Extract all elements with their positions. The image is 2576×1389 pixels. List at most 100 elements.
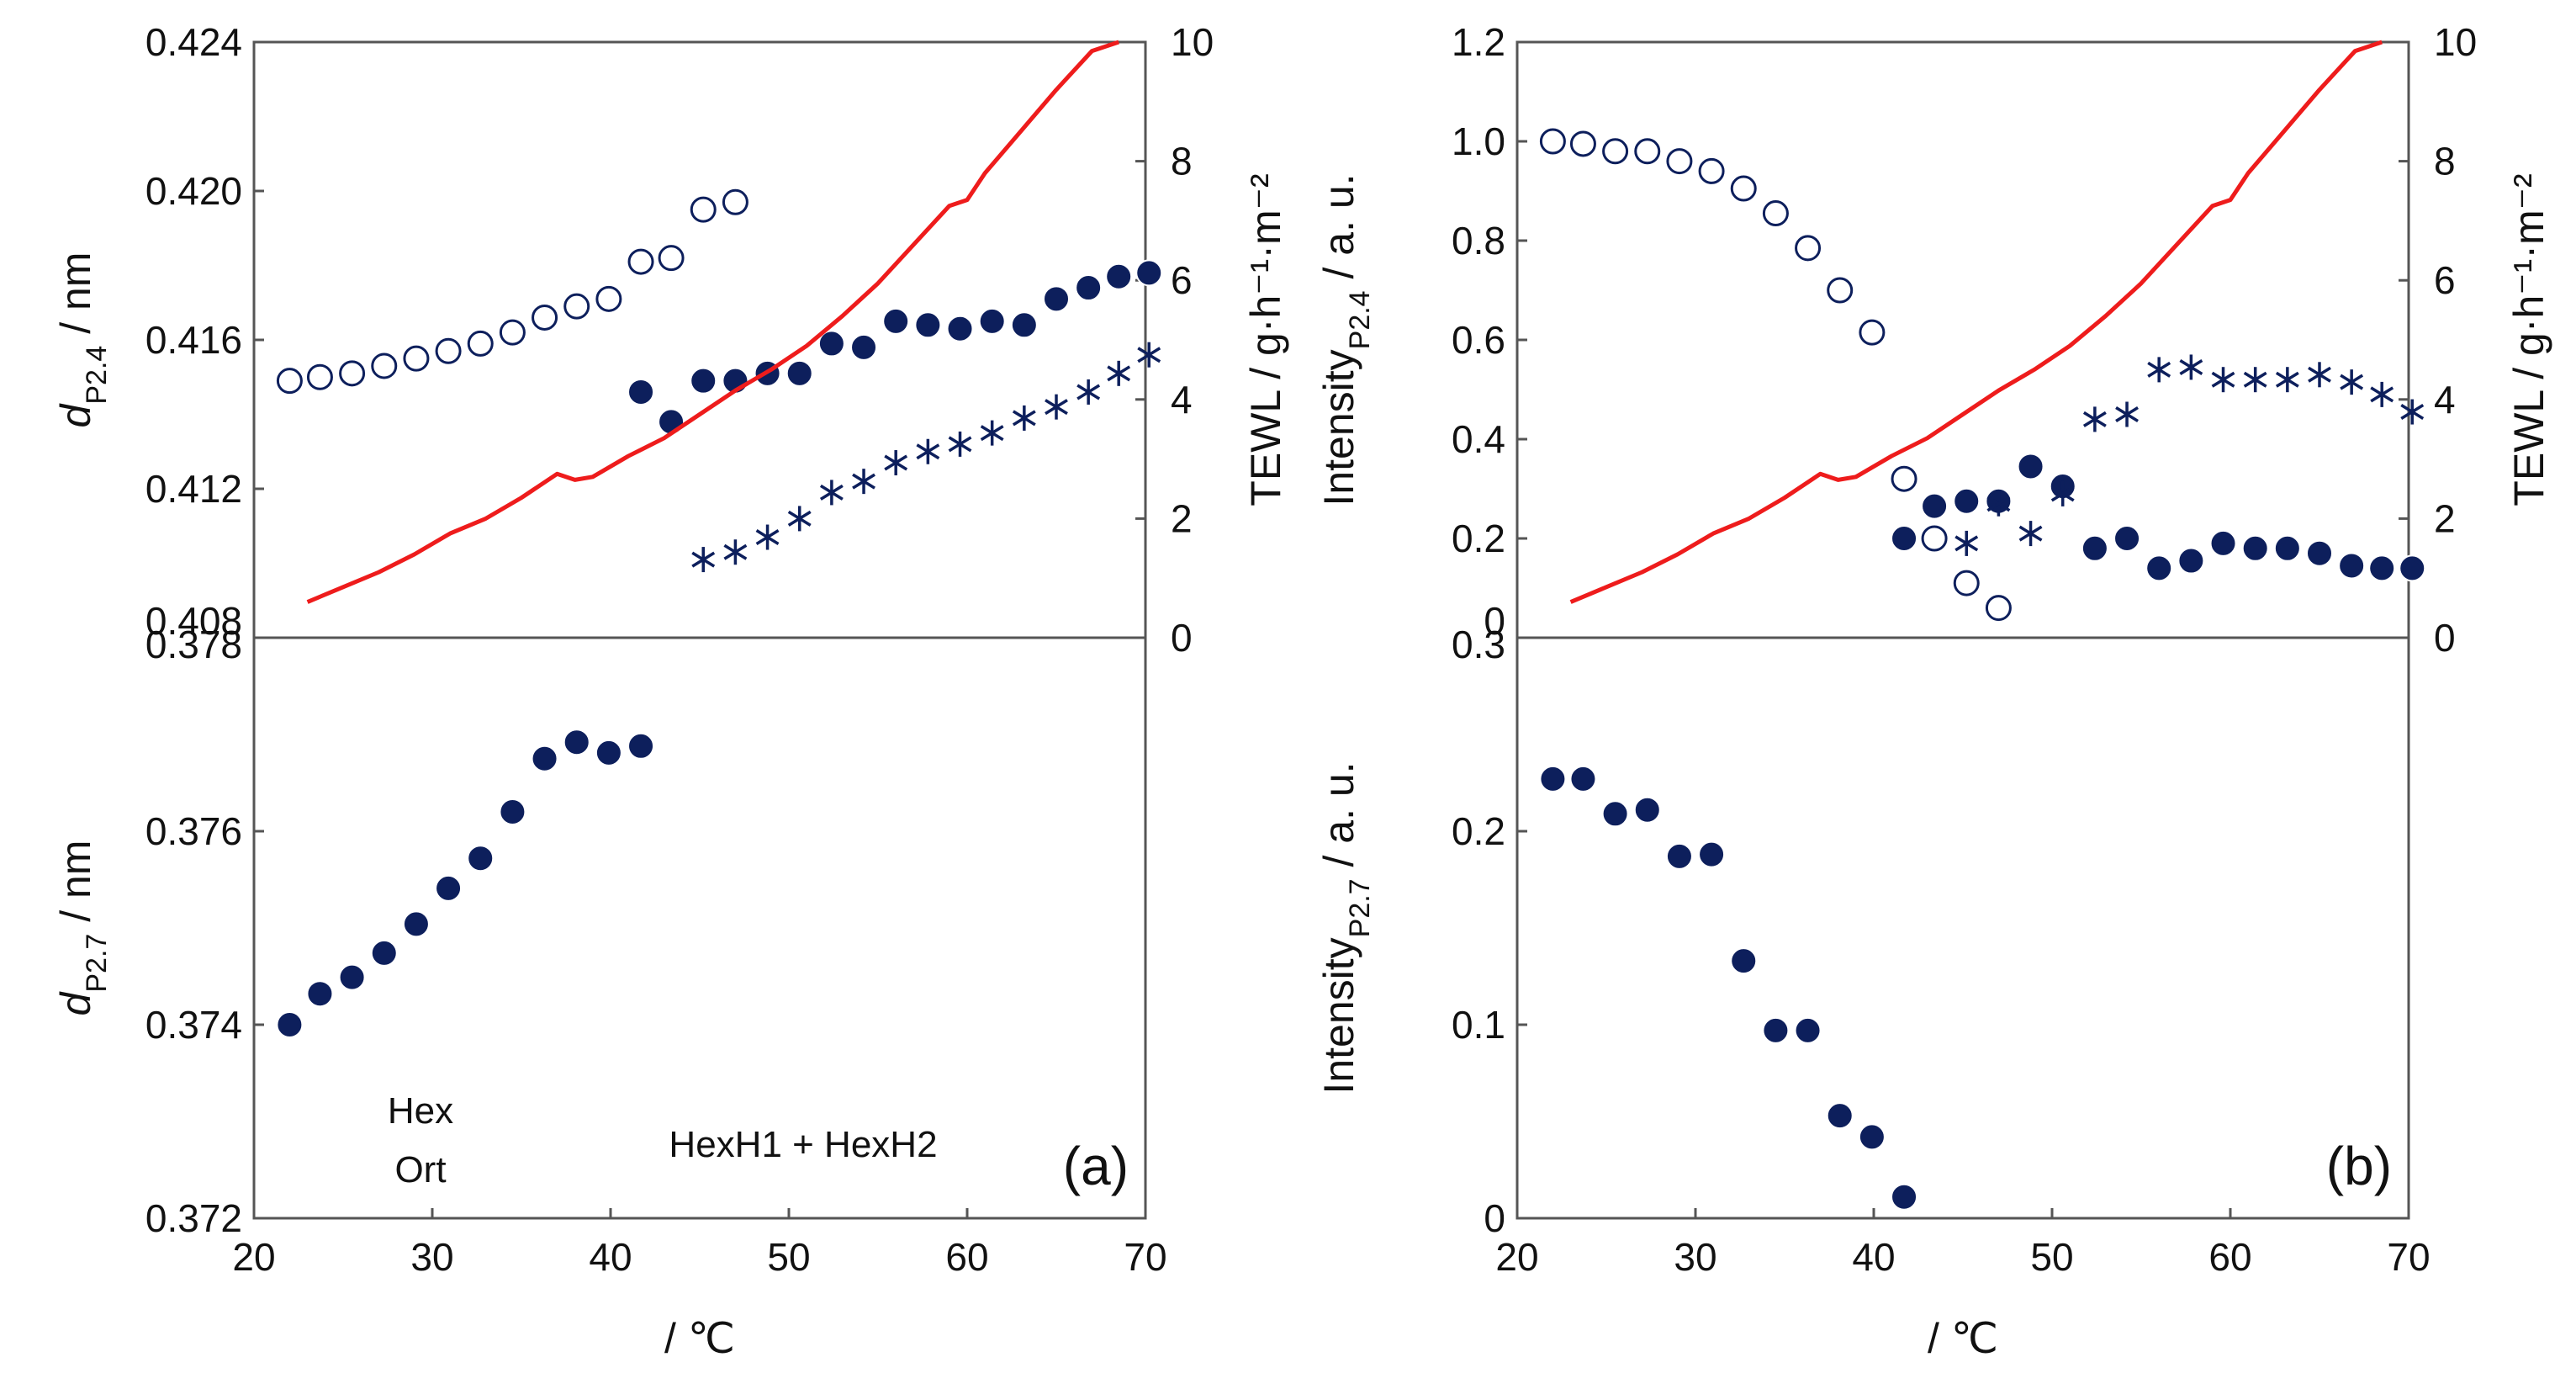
asterisk-stroke [2370,386,2394,403]
data-point-filled [1633,796,1661,824]
data-point-asterisk [852,469,875,495]
data-point-filled [1075,274,1103,302]
data-point-filled [2113,525,2141,552]
data-point-asterisk [2275,367,2299,393]
data-point-filled [1010,311,1038,339]
y-tick-label: 0.372 [145,1196,242,1240]
data-point-asterisk [755,524,780,550]
y2-tick-label: 10 [2434,20,2477,64]
y-tick-label: 0.1 [1452,1003,1505,1047]
tewl-line [1569,40,2383,604]
asterisk-stroke [2050,485,2075,502]
x-tick-label: 70 [2387,1235,2430,1279]
y-tick-label: 0.8 [1452,219,1505,262]
data-point-open [403,345,430,372]
data-point-filled [627,732,655,760]
y2-axis-label: TEWL / g·h⁻¹·m⁻² [1242,173,1289,506]
y-axis-label-main: d [52,990,99,1015]
annotation-hexh1-hexh2: HexH1 + HexH2 [669,1124,937,1165]
asterisk-stroke [884,454,908,471]
x-tick-label: 30 [1674,1235,1716,1279]
data-point-asterisk [1986,490,2011,517]
data-point-filled [338,963,366,991]
plot-frame [1515,636,2410,1220]
y-tick-label: 0.412 [145,467,242,511]
data-point-filled [1858,1123,1886,1151]
data-point-asterisk [1012,405,1036,431]
asterisk-stroke [1076,384,1101,400]
data-point-open [627,248,654,275]
asterisk-stroke [755,529,780,546]
asterisk-stroke [1045,399,1068,416]
data-point-asterisk [723,539,748,565]
data-point-open [1953,570,1980,596]
data-point-filled [2017,453,2044,480]
y-axis-label-sub: P2.7 [81,934,113,993]
asterisk-stroke [980,425,1004,442]
y2-tick-label: 2 [2434,496,2456,540]
asterisk-stroke [2082,411,2107,427]
x-tick-label: 50 [2030,1235,2073,1279]
data-point-asterisk [2340,369,2364,395]
asterisk-stroke [1107,365,1131,382]
x-axis-label: / ℃ [1928,1315,1998,1362]
data-point-open [690,196,717,223]
asterisk-stroke [691,551,716,568]
data-point-filled [1135,259,1163,287]
y2-tick-label: 6 [1171,258,1193,302]
y-tick-label: 0.378 [145,623,242,666]
asterisk-stroke [1012,410,1036,427]
data-point-asterisk [2115,401,2139,427]
data-point-filled [817,330,845,358]
data-point-filled [627,378,655,406]
y-tick-label: 1.0 [1452,119,1505,163]
y-tick-label: 0 [1484,1196,1505,1240]
x-tick-label: 40 [589,1235,632,1279]
y2-tick-label: 2 [1171,496,1193,540]
data-point-filled [1569,765,1597,793]
data-point-filled [531,745,558,772]
y-axis-label-unit: / a. u. [1315,761,1362,878]
data-point-open [371,353,398,379]
annotation-hex: Hex [388,1090,453,1132]
asterisk-stroke [2179,358,2203,375]
data-point-filled [1891,1183,1918,1211]
data-point-filled [563,729,590,756]
data-point-asterisk [787,506,812,532]
y-tick-label: 0.3 [1452,623,1505,666]
data-point-filled [2338,552,2366,580]
data-point-filled [1794,1016,1822,1044]
data-point-asterisk [2082,406,2107,432]
data-point-open [467,330,494,357]
y-tick-label: 0.4 [1452,417,1505,461]
data-point-filled [276,1011,304,1038]
data-point-asterisk [1954,530,1979,556]
data-point-asterisk [2211,367,2235,393]
data-point-filled [785,359,813,387]
data-point-asterisk [916,438,940,464]
data-point-filled [306,980,334,1008]
data-point-asterisk [980,420,1004,446]
y-axis-label-unit: / nm [52,840,99,934]
asterisk-stroke [2243,371,2267,388]
data-point-filled [882,307,910,335]
data-point-filled [2368,554,2396,582]
data-point-filled [1891,525,1918,552]
data-point-open [1666,148,1693,175]
asterisk-stroke [819,484,844,501]
data-point-filled [1105,262,1133,290]
asterisk-stroke [916,443,940,460]
panel-b-bottom: 0 0.1 0.2 0.3 20 30 40 50 60 70 / ℃ IntensityP2.7 /… [1315,623,2431,1362]
data-point-open [306,363,333,390]
data-point-open [563,293,590,320]
x-tick-label: 20 [232,1235,275,1279]
data-point-filled [2177,547,2205,575]
y-axis-label-unit: / a. u. [1315,173,1362,290]
data-point-filled [595,739,622,766]
data-point-filled [1601,800,1629,828]
data-point-filled [402,910,430,938]
x-axis-label: / ℃ [664,1315,735,1362]
data-point-asterisk [1076,379,1101,405]
data-point-asterisk [2147,357,2171,383]
data-point-asterisk [819,480,844,506]
